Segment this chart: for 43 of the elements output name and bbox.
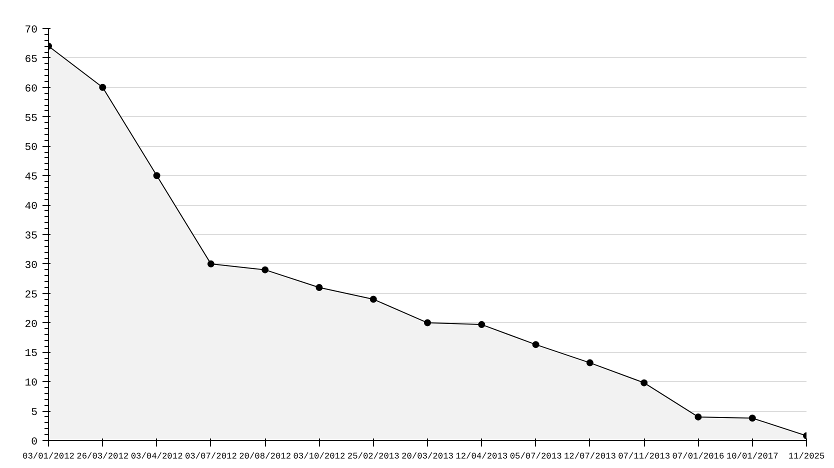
y-tick-label: 35 — [24, 230, 38, 242]
y-tick-label: 20 — [24, 318, 38, 331]
point — [207, 260, 214, 268]
y-tick-label: 15 — [24, 348, 38, 360]
x-tick-label: 03/01/2012 — [22, 452, 74, 462]
y-tick-label: 45 — [24, 172, 38, 184]
y-tick-label: 70 — [24, 24, 38, 36]
y-tick-label: 50 — [24, 142, 38, 154]
y-tick-label: 65 — [24, 54, 38, 66]
point — [640, 379, 648, 386]
x-tick-label: 10/01/2017 — [726, 452, 778, 462]
x-tick-label: 25/02/2013 — [347, 452, 400, 462]
point — [99, 84, 106, 91]
point — [262, 266, 269, 274]
y-tick-label: 25 — [24, 289, 38, 302]
point — [748, 414, 756, 422]
y-tick-label: 10 — [24, 378, 38, 390]
y-tick-label: 5 — [31, 407, 38, 420]
y-tick-label: 30 — [24, 260, 38, 272]
y-tick-label: 60 — [24, 83, 38, 96]
point — [694, 413, 702, 420]
point — [424, 319, 431, 326]
point — [370, 296, 377, 303]
x-tick-label: 20/03/2013 — [402, 452, 454, 462]
point — [586, 359, 594, 366]
x-tick-label: 20/08/2012 — [239, 452, 292, 462]
x-tick-label: 05/07/2013 — [510, 452, 562, 462]
point — [532, 341, 540, 348]
point — [153, 172, 160, 180]
x-tick-label: 11/2025 — [788, 452, 825, 462]
y-tick-label: 55 — [24, 112, 38, 125]
y-tick-label: 0 — [31, 436, 38, 448]
x-tick-label: 12/07/2013 — [564, 452, 616, 462]
x-tick-label: 12/04/2013 — [456, 452, 508, 462]
point — [316, 284, 323, 291]
x-tick-label: 07/01/2016 — [672, 452, 724, 462]
x-tick-label: 03/07/2012 — [184, 452, 237, 462]
x-tick-label: 26/03/2012 — [76, 452, 129, 462]
point — [478, 321, 486, 328]
x-tick-label: 07/11/2013 — [618, 452, 670, 462]
x-tick-label: 03/10/2012 — [293, 452, 346, 462]
x-tick-label: 03/04/2012 — [130, 452, 183, 462]
y-tick-label: 40 — [24, 201, 38, 214]
